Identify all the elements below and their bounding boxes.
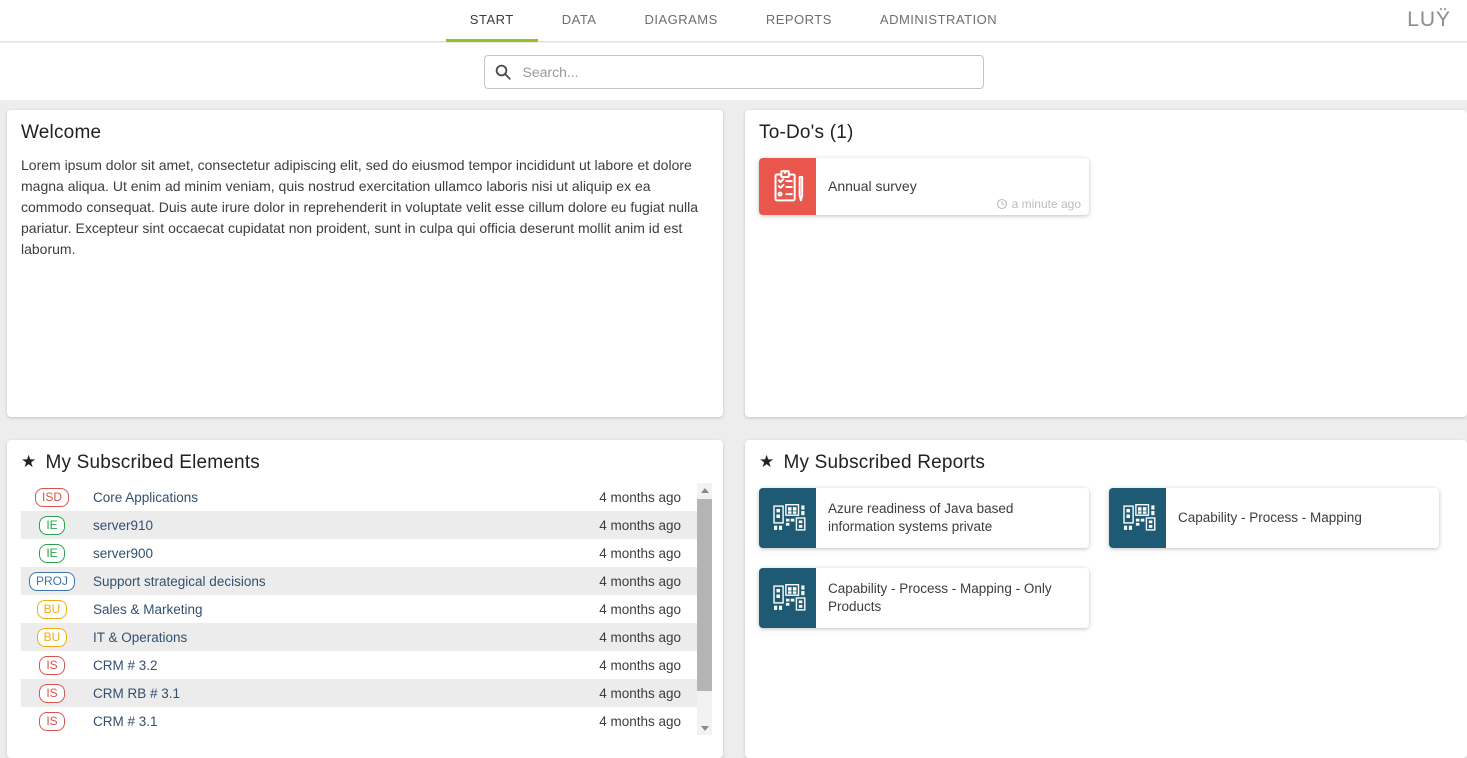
luy-logo: LUŸ [1407,8,1451,31]
subscribed-element-row[interactable]: PROJ Support strategical decisions 4 mon… [21,567,709,595]
report-label: Capability - Process - Mapping [1178,509,1362,525]
todos-title: To-Do's (1) [759,122,854,143]
top-navigation-bar: START DATA DIAGRAMS REPORTS ADMINISTRATI… [0,0,1467,42]
welcome-card: Welcome Lorem ipsum dolor sit amet, cons… [7,110,723,417]
survey-clipboard-icon [759,158,816,215]
subscribed-elements-card: My Subscribed Elements ISD Core Applicat… [7,440,723,758]
subscribed-element-row[interactable]: IS CRM # 3.2 4 months ago [21,651,709,679]
report-tile[interactable]: Azure readiness of Java based informatio… [759,488,1089,548]
element-type-badge: IS [39,683,65,703]
element-type-badge: BU [36,599,68,619]
report-tile[interactable]: Capability - Process - Mapping - Only Pr… [759,568,1089,628]
element-name-link[interactable]: Core Applications [93,489,199,505]
nav-tab[interactable]: ADMINISTRATION [879,12,998,27]
subscribed-elements-title: My Subscribed Elements [21,452,709,474]
element-type-badge: IS [39,711,65,731]
subscribed-element-row[interactable]: IE server900 4 months ago [21,539,709,567]
element-type-badge: IE [39,515,65,535]
welcome-title: Welcome [21,122,102,143]
search-icon [494,63,512,86]
scroll-up-arrow-icon[interactable] [697,483,712,497]
report-tile[interactable]: Capability - Process - Mapping [1109,488,1439,548]
element-timestamp: 4 months ago [599,489,681,505]
element-name-link[interactable]: CRM RB # 3.1 [93,685,181,701]
subscribed-reports-title: My Subscribed Reports [759,452,1453,474]
subscribed-element-row[interactable]: IS CRM RB # 3.1 4 months ago [21,679,709,707]
nav-tabs: START DATA DIAGRAMS REPORTS ADMINISTRATI… [0,0,1467,42]
todo-timestamp: a minute ago [996,197,1081,211]
search-box [483,55,984,89]
subscribed-reports-card: My Subscribed Reports [745,440,1467,758]
subscribed-element-row[interactable]: BU Sales & Marketing 4 months ago [21,595,709,623]
nav-tab[interactable]: START [445,0,538,42]
element-name-link[interactable]: Support strategical decisions [93,573,266,589]
element-timestamp: 4 months ago [599,545,681,561]
nav-tab[interactable]: REPORTS [765,12,832,27]
element-timestamp: 4 months ago [599,601,681,617]
report-landscape-icon [759,488,816,548]
report-label: Capability - Process - Mapping - Only Pr… [828,580,1052,614]
welcome-text: Lorem ipsum dolor sit amet, consectetur … [21,157,699,257]
subscribed-elements-list: ISD Core Applications 4 months ago IE se… [21,483,712,735]
scroll-down-arrow-icon[interactable] [697,721,712,735]
element-name-link[interactable]: CRM # 3.1 [93,713,158,729]
element-timestamp: 4 months ago [599,517,681,533]
element-name-link[interactable]: server900 [93,545,154,561]
report-landscape-icon [759,568,816,628]
report-label: Azure readiness of Java based informatio… [828,500,1014,534]
list-scrollbar[interactable] [697,483,712,735]
nav-tab[interactable]: DATA [561,12,597,27]
nav-tab[interactable]: DIAGRAMS [644,12,718,27]
todo-item[interactable]: Annual survey a minute ago [759,158,1089,215]
element-type-badge: BU [36,627,68,647]
element-timestamp: 4 months ago [599,713,681,729]
element-name-link[interactable]: CRM # 3.2 [93,657,158,673]
search-band [0,43,1467,100]
element-timestamp: 4 months ago [599,657,681,673]
element-name-link[interactable]: server910 [93,517,154,533]
element-type-badge: IE [39,543,65,563]
subscribed-element-row[interactable]: ISD Core Applications 4 months ago [21,483,709,511]
todo-label: Annual survey [828,178,917,195]
element-type-badge: IS [39,655,65,675]
element-timestamp: 4 months ago [599,685,681,701]
todo-list: Annual survey a minute ago [759,158,1453,215]
element-name-link[interactable]: IT & Operations [93,629,188,645]
element-name-link[interactable]: Sales & Marketing [93,601,203,617]
todos-card: To-Do's (1) [745,110,1467,417]
element-timestamp: 4 months ago [599,629,681,645]
subscribed-element-row[interactable]: BU IT & Operations 4 months ago [21,623,709,651]
subscribed-reports-grid: Azure readiness of Java based informatio… [759,488,1453,628]
element-type-badge: PROJ [28,571,75,591]
subscribed-element-row[interactable]: IE server910 4 months ago [21,511,709,539]
scrollbar-thumb[interactable] [697,499,712,691]
element-timestamp: 4 months ago [599,573,681,589]
search-input[interactable] [483,55,984,89]
report-landscape-icon [1109,488,1166,548]
element-type-badge: ISD [34,487,69,507]
clock-icon [996,198,1007,210]
subscribed-element-row[interactable]: IS CRM # 3.1 4 months ago [21,707,709,735]
